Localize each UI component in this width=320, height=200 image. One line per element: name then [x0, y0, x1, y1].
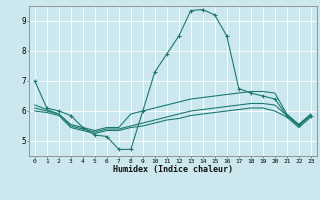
- X-axis label: Humidex (Indice chaleur): Humidex (Indice chaleur): [113, 165, 233, 174]
